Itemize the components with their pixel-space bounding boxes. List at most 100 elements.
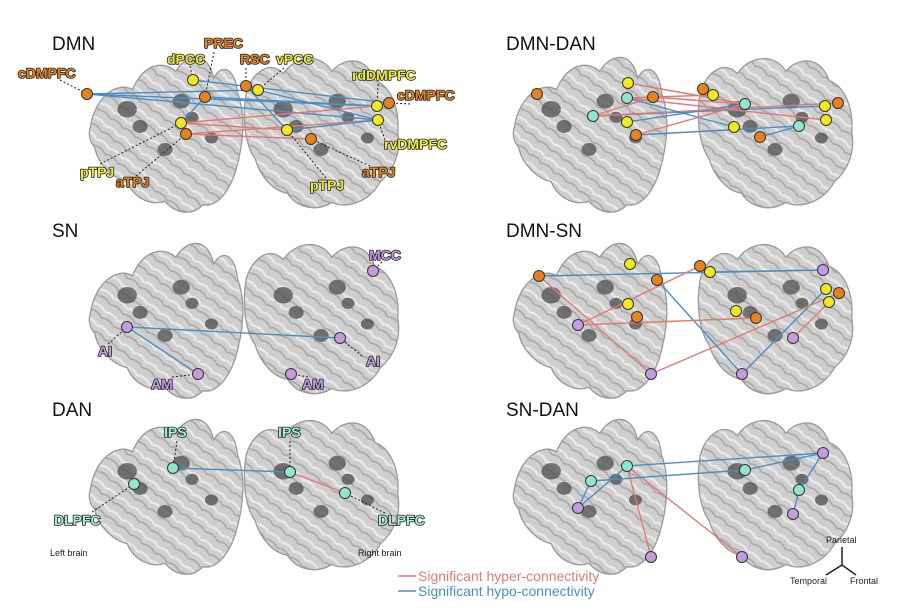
dmn_dan-node-dan — [621, 92, 633, 104]
activation-blob — [609, 297, 623, 309]
dmn-node-dmn_yellow — [371, 100, 383, 112]
panel-title-dmn-sn: DMN-SN — [506, 221, 582, 242]
label-ptpj-right: pTPJ — [310, 177, 344, 193]
dmn_sn-node-dmn_orange — [694, 260, 706, 272]
activation-blob — [185, 297, 199, 309]
label-prec: PREC — [204, 35, 243, 51]
brain-surfaces — [88, 56, 854, 575]
label-leader — [344, 492, 386, 514]
activation-blob — [288, 306, 304, 319]
activation-blob — [727, 286, 747, 304]
dmn-edge-hyper — [185, 133, 312, 140]
label-dlpfc-left: DLPFC — [54, 512, 101, 528]
panel-sn-dan-hemisphere-right — [697, 419, 854, 571]
activation-blob — [814, 132, 828, 144]
dmn_sn-node-sn — [645, 368, 657, 380]
dmn_sn-edge-hyper — [577, 265, 701, 326]
panel-title-sn-dan: SN-DAN — [506, 400, 579, 421]
activation-blob — [288, 482, 304, 495]
label-cdmpfc-right: cDMPFC — [397, 87, 455, 103]
label-leader — [290, 373, 309, 378]
caption-left-brain: Left brain — [50, 548, 88, 558]
sn_dan-node-sn — [572, 502, 584, 514]
activation-blob — [313, 143, 329, 156]
activation-blob — [117, 286, 137, 304]
sn-node-sn — [334, 332, 346, 344]
activation-blob — [814, 318, 828, 330]
label-leader — [310, 138, 371, 167]
activation-blob — [360, 132, 374, 144]
dmn_dan-node-dan — [793, 120, 805, 132]
sn_dan-node-sn — [787, 508, 799, 520]
dmn_sn-node-dmn_orange — [750, 312, 762, 324]
compass-left-arm — [825, 564, 843, 576]
panel-title-dmn: DMN — [52, 34, 95, 55]
activation-blob — [157, 505, 173, 518]
label-am-left: AM — [151, 376, 173, 392]
activation-blob — [782, 279, 800, 295]
dmn_sn-node-dmn_yellow — [704, 266, 716, 278]
activation-blob — [157, 329, 173, 342]
dmn_sn-edge-hyper — [792, 301, 830, 339]
dmn_dan-node-dmn_yellow — [728, 121, 740, 133]
activation-blob — [541, 462, 561, 480]
activation-blob — [581, 329, 597, 342]
activation-blob — [767, 505, 783, 518]
dmn_dan-edge-hyper — [635, 103, 746, 136]
dmn-node-dmn_yellow — [187, 74, 199, 86]
dmn_dan-edge-hyper — [592, 102, 839, 117]
activation-blob — [360, 318, 374, 330]
activation-blob — [541, 286, 561, 304]
activation-blob — [328, 279, 346, 295]
dmn_dan-node-dmn_yellow — [819, 100, 831, 112]
caption-right-brain: Right brain — [358, 548, 402, 558]
dmn_sn-node-dmn_yellow — [624, 258, 636, 270]
activation-blob — [767, 329, 783, 342]
panel-title-dmn-dan: DMN-DAN — [506, 34, 596, 55]
dmn_sn-edge-hyper — [577, 317, 757, 326]
activation-blob — [581, 143, 597, 156]
activation-blob — [132, 306, 148, 319]
activation-blob — [795, 297, 809, 309]
activation-blob — [117, 462, 137, 480]
label-leader — [339, 337, 363, 357]
label-atpj-right: aTPJ — [362, 164, 395, 180]
activation-blob — [556, 306, 572, 319]
activation-blob — [556, 482, 572, 495]
dmn_dan-edge-hypo — [635, 125, 800, 136]
sn-node-sn — [192, 368, 204, 380]
dmn_dan-node-dmn_orange — [697, 83, 709, 95]
sn_dan-edge-hypo — [626, 452, 824, 467]
dmn_dan-edge-hyper — [652, 96, 746, 105]
dan-node-dan — [167, 462, 179, 474]
legend: Significant hyper-connectivity Significa… — [398, 568, 599, 599]
dmn-node-dmn_yellow — [175, 117, 187, 129]
activation-blob — [132, 120, 148, 133]
dmn_dan-node-dmn_yellow — [622, 77, 634, 89]
panel-dmn-sn-activation-left — [541, 279, 642, 342]
sn_dan-node-dan — [739, 464, 751, 476]
dmn_dan-edge-hypo — [759, 125, 800, 138]
dmn_dan-node-dmn_yellow — [707, 89, 719, 101]
sn_dan-node-dan — [793, 484, 805, 496]
activation-blob — [596, 279, 614, 295]
activation-blob — [273, 286, 293, 304]
dmn-edge-hypo — [86, 93, 379, 121]
panel-title-sn: SN — [52, 221, 78, 242]
activation-blob — [596, 93, 614, 109]
sn_dan-node-sn — [645, 551, 657, 563]
panel-sn-activation-left — [117, 279, 218, 342]
dmn_sn-node-dmn_orange — [631, 311, 643, 323]
dmn-edge-hypo — [192, 79, 390, 104]
dmn_dan-node-dmn_orange — [630, 129, 642, 141]
activation-blob — [581, 505, 597, 518]
label-am-right: AM — [302, 376, 324, 392]
sn-edge-hypo — [126, 326, 199, 375]
label-atpj-left: aTPJ — [116, 174, 149, 190]
sn_dan-edge-hypo — [744, 452, 824, 471]
dmn_dan-node-dmn_orange — [832, 97, 844, 109]
dmn_sn-node-dmn_orange — [833, 287, 845, 299]
legend-hyper-label: Significant hyper-connectivity — [418, 568, 599, 584]
sn_dan-edge-hypo — [577, 465, 628, 509]
label-ptpj-left: pTPJ — [80, 164, 114, 180]
